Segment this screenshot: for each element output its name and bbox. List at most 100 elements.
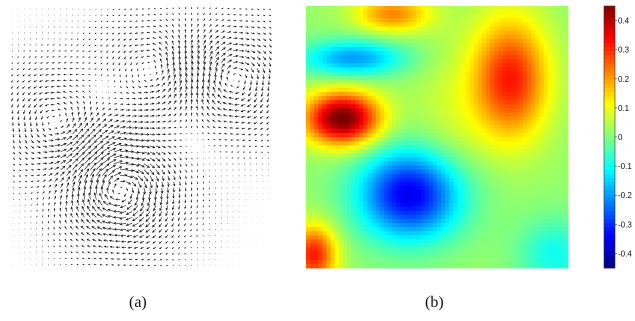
heatmap-cell (334, 79, 340, 85)
quiver-arrow (250, 74, 253, 79)
quiver-arrow-head (220, 74, 223, 78)
quiver-arrow-head (136, 63, 138, 65)
heatmap-cell (416, 83, 422, 89)
heatmap-cell (408, 6, 413, 11)
heatmap-cell (535, 59, 540, 64)
heatmap-cell (379, 87, 385, 93)
heatmap-cell (322, 91, 327, 97)
quiver-arrow-head (174, 113, 177, 116)
quiver-arrow-head (238, 81, 240, 83)
heatmap-cell (391, 55, 397, 60)
heatmap-cell (359, 79, 364, 85)
heatmap-cell (367, 22, 372, 27)
heatmap-cell (379, 30, 385, 36)
heatmap-cell (367, 18, 372, 23)
heatmap-cell (563, 63, 569, 68)
heatmap-cell (490, 67, 495, 72)
heatmap-cell (531, 10, 536, 15)
heatmap-cell (547, 30, 553, 36)
heatmap-cell (522, 46, 528, 52)
heatmap-cell (306, 75, 311, 81)
quiver-arrow-head (210, 50, 213, 54)
heatmap-cell (375, 10, 381, 15)
heatmap-cell (518, 55, 524, 60)
heatmap-cell (338, 10, 344, 15)
quiver-arrow-head (64, 107, 66, 110)
quiver-arrow-head (117, 51, 120, 54)
quiver-arrow-head (267, 88, 270, 92)
quiver-arrow-head (82, 90, 84, 92)
quiver-arrow (172, 51, 175, 57)
heatmap-cell (457, 91, 462, 97)
heatmap-cell (371, 100, 376, 105)
heatmap-cell (506, 91, 512, 97)
quiver-arrow (256, 68, 260, 73)
heatmap-cell (539, 38, 544, 44)
quiver-arrow-head (208, 72, 211, 76)
heatmap-cell (432, 22, 438, 27)
heatmap-cell (563, 71, 569, 76)
heatmap-cell (355, 38, 360, 44)
heatmap-cell (375, 46, 381, 52)
heatmap-cell (310, 55, 315, 60)
heatmap-cell (506, 79, 512, 85)
heatmap-cell (318, 100, 323, 105)
heatmap-cell (502, 87, 507, 93)
quiver-arrow-head (134, 32, 137, 34)
heatmap-cell (306, 63, 311, 68)
heatmap-cell (318, 71, 323, 76)
heatmap-cell (371, 51, 376, 56)
heatmap-cell (441, 71, 446, 76)
quiver-arrow-head (178, 67, 182, 71)
quiver-arrow-head (246, 20, 249, 22)
heatmap-cell (449, 38, 454, 44)
quiver-arrow-head (140, 120, 144, 124)
heatmap-cell (551, 46, 557, 52)
heatmap-cell (498, 67, 503, 72)
heatmap-cell (420, 51, 426, 56)
heatmap-cell (445, 22, 450, 27)
heatmap-cell (486, 30, 491, 36)
heatmap-cell (322, 59, 327, 64)
heatmap-cell (477, 75, 483, 81)
quiver-arrow (245, 56, 250, 59)
heatmap-cell (379, 55, 385, 60)
heatmap-cell (498, 6, 503, 11)
quiver-arrow (202, 86, 204, 93)
heatmap-cell (318, 91, 323, 97)
quiver-arrow-head (135, 20, 137, 22)
heatmap-cell (351, 63, 356, 68)
heatmap-cell (527, 87, 532, 93)
heatmap-cell (432, 75, 438, 81)
quiver-arrow-head (178, 23, 180, 26)
quiver-arrow-head (209, 24, 212, 26)
heatmap-cell (559, 30, 565, 36)
quiver-arrow-head (69, 85, 72, 87)
heatmap-cell (387, 18, 393, 23)
quiver-arrow-head (249, 82, 253, 86)
heatmap-cell (359, 34, 364, 40)
heatmap-cell (420, 67, 426, 72)
heatmap-cell (346, 14, 352, 19)
quiver-arrow-head (235, 31, 238, 34)
heatmap-cell (547, 42, 553, 48)
heatmap-cell (527, 38, 532, 44)
heatmap-cell (326, 42, 331, 48)
heatmap-cell (322, 34, 327, 40)
quiver-arrow-head (165, 30, 168, 32)
quiver-arrow (191, 73, 193, 81)
quiver-arrow-head (123, 20, 126, 22)
quiver-arrow-head (140, 38, 143, 40)
heatmap-cell (318, 46, 323, 52)
heatmap-cell (449, 63, 454, 68)
heatmap-cell (535, 63, 540, 68)
quiver-arrow-head (172, 18, 174, 21)
quiver-arrow-head (216, 46, 220, 50)
heatmap-cell (371, 91, 376, 97)
heatmap-cell (473, 51, 479, 56)
quiver-arrow (84, 117, 87, 123)
quiver-arrow-head (166, 62, 169, 66)
heatmap-cell (383, 38, 389, 44)
heatmap-cell (490, 18, 495, 23)
heatmap-cell (486, 51, 491, 56)
